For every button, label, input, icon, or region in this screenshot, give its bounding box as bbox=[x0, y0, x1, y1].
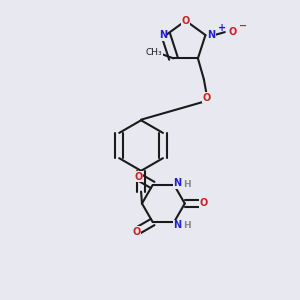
Text: CH₃: CH₃ bbox=[146, 48, 162, 57]
Text: H: H bbox=[183, 221, 190, 230]
Text: −: − bbox=[238, 21, 247, 31]
Text: N: N bbox=[174, 178, 182, 188]
Text: N: N bbox=[207, 30, 215, 40]
Text: O: O bbox=[200, 199, 208, 208]
Text: N: N bbox=[174, 220, 182, 230]
Text: N: N bbox=[159, 30, 167, 40]
Text: O: O bbox=[182, 16, 190, 26]
Text: O: O bbox=[203, 93, 211, 103]
Text: +: + bbox=[218, 23, 226, 33]
Text: H: H bbox=[183, 180, 190, 189]
Text: O: O bbox=[228, 27, 236, 37]
Text: O: O bbox=[134, 172, 142, 182]
Text: O: O bbox=[132, 227, 140, 237]
